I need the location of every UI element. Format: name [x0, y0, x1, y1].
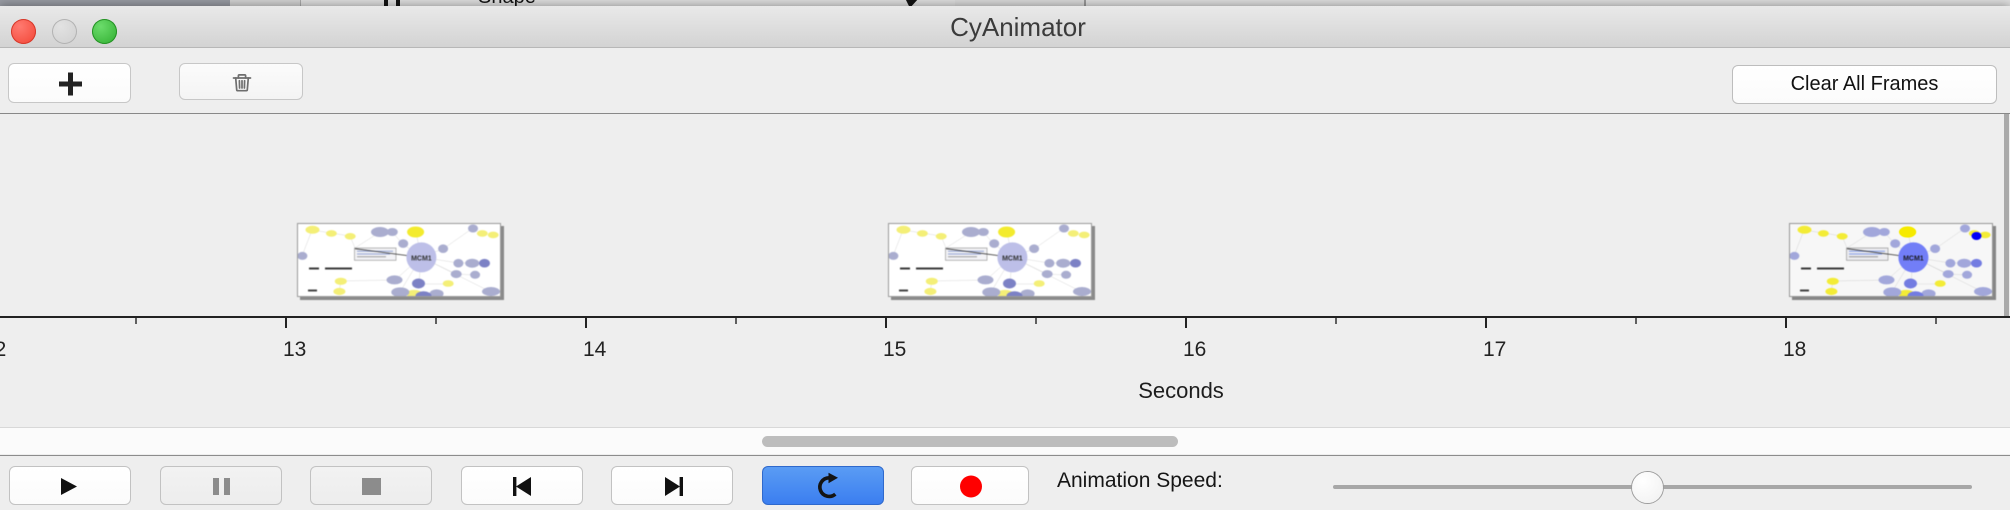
svg-text:MCM1: MCM1 [1903, 256, 1924, 263]
